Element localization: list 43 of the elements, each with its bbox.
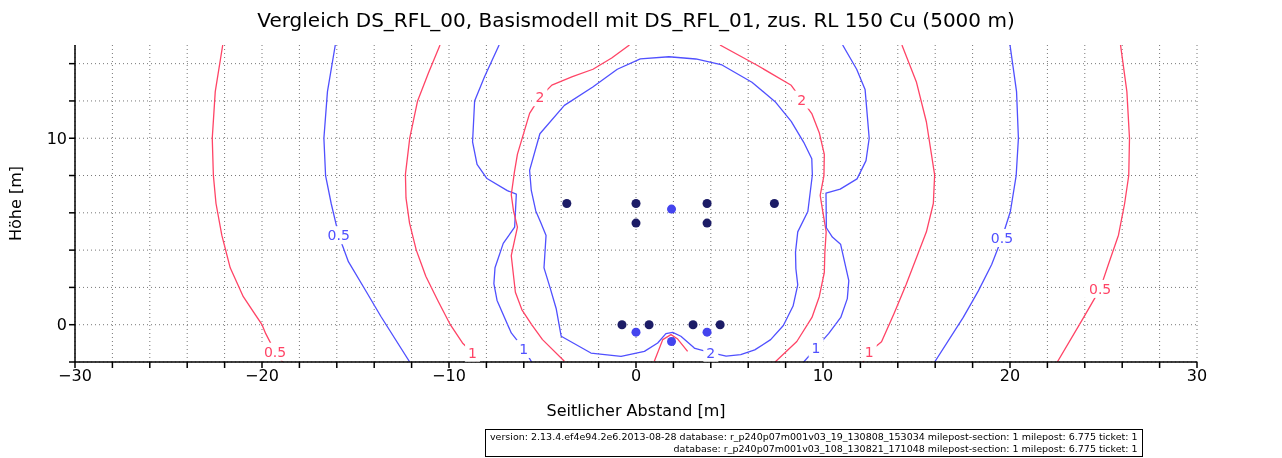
x-tick-label: 0 (630, 366, 642, 386)
line-series (322, 45, 411, 362)
point (715, 320, 725, 330)
chart-title: Vergleich DS_RFL_00, Basismodell mit DS_RFL_01, zus. RL 150 Cu (5000 m) (256, 8, 1016, 32)
x-tick-label: 20 (999, 366, 1021, 386)
point (631, 327, 641, 337)
annotation: 0.5 (263, 343, 287, 360)
annotation: 0.5 (990, 229, 1014, 246)
point (631, 218, 641, 228)
x-tick-label: −10 (432, 366, 466, 386)
line-series (653, 333, 689, 362)
point (617, 320, 627, 330)
line-series (933, 45, 1020, 362)
line-series (510, 45, 631, 362)
annotation: 1 (811, 339, 821, 356)
annotation: 2 (535, 89, 545, 106)
annotation: 1 (864, 343, 874, 360)
point (702, 218, 712, 228)
line-series (719, 45, 827, 362)
point (644, 320, 654, 330)
point (769, 198, 779, 209)
x-tick-label: 30 (1186, 366, 1208, 386)
x-tick-label: −30 (58, 366, 92, 386)
point (631, 198, 641, 209)
annotation: 1 (519, 340, 529, 357)
y-axis-title: Höhe [m] (5, 166, 25, 241)
point (688, 320, 698, 330)
annotation: 1 (468, 344, 478, 361)
line-series (471, 45, 533, 362)
text: version: 2.13.4.ef4e94.2e6.2013-08-28 database: r_p240p07m001v03_19_130808_153034 milepost-section: 1 milepost: 6.775 ticket: 1 (490, 431, 1138, 443)
line-series (1056, 45, 1131, 362)
point (667, 336, 677, 346)
point (667, 204, 677, 214)
text: database: r_p240p07m001v03_108_130821_171048 milepost-section: 1 milepost: 6.775 ticket: 1 (672, 443, 1138, 455)
annotation: 2 (706, 344, 716, 361)
x-axis-title: Seitlicher Abstand [m] (546, 401, 726, 420)
annotation: 0.5 (327, 227, 350, 244)
x-tick-label: 10 (812, 366, 834, 386)
point (702, 327, 712, 337)
x-tick-label: −20 (245, 366, 279, 386)
point (562, 198, 572, 209)
point (702, 198, 712, 209)
annotation: 2 (797, 91, 807, 108)
